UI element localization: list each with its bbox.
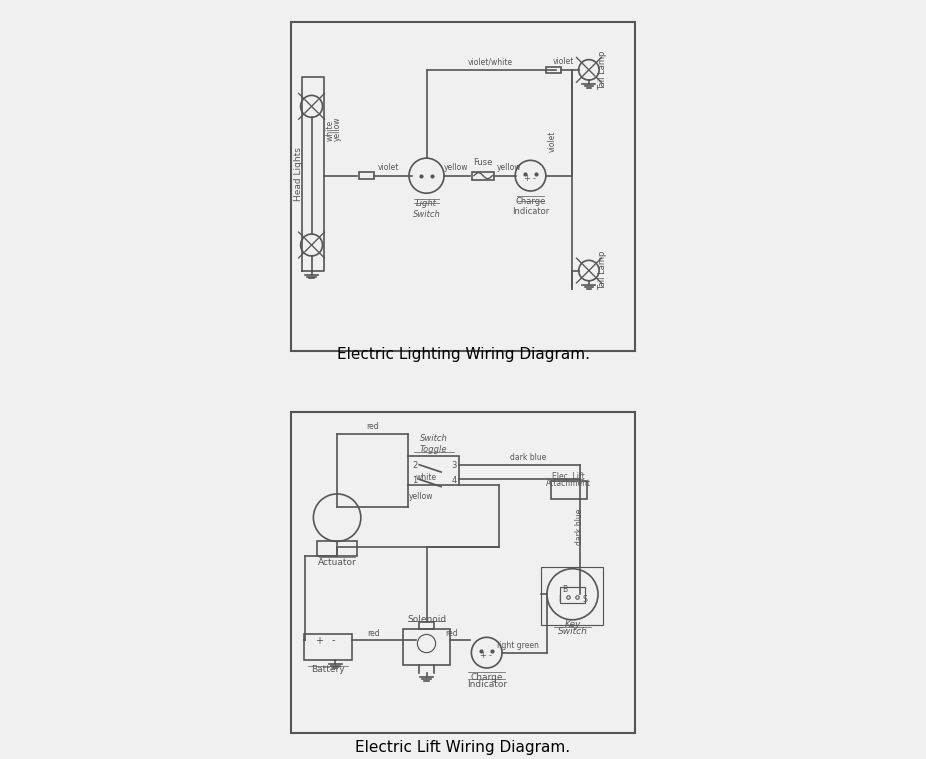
Text: red: red xyxy=(367,422,379,431)
Text: Tail Lamp: Tail Lamp xyxy=(598,251,607,290)
Text: -: - xyxy=(332,635,335,646)
Text: Charge: Charge xyxy=(470,672,503,682)
Text: -: - xyxy=(489,651,492,660)
Text: Battery: Battery xyxy=(311,666,344,675)
Text: Elec. Lift: Elec. Lift xyxy=(553,472,585,481)
Bar xyxy=(408,455,459,485)
Text: Charge
Indicator: Charge Indicator xyxy=(512,197,549,216)
Text: Electric Lift Wiring Diagram.: Electric Lift Wiring Diagram. xyxy=(356,740,570,755)
Text: Head Lights: Head Lights xyxy=(294,147,304,201)
Text: white: white xyxy=(416,474,437,483)
Text: 3: 3 xyxy=(451,461,457,471)
Text: light green: light green xyxy=(497,641,539,650)
Text: yellow: yellow xyxy=(332,117,342,141)
Text: white: white xyxy=(325,120,334,141)
Bar xyxy=(317,541,357,556)
Bar xyxy=(419,622,433,629)
Text: Toggle: Toggle xyxy=(420,445,447,454)
Text: B: B xyxy=(563,585,568,594)
Bar xyxy=(542,567,604,625)
Bar xyxy=(472,172,494,180)
Text: 2: 2 xyxy=(412,461,417,471)
Text: violet/white: violet/white xyxy=(468,58,513,66)
Text: Switch: Switch xyxy=(557,628,587,636)
Text: yellow: yellow xyxy=(444,163,468,172)
Text: 4: 4 xyxy=(451,476,457,485)
Text: -: - xyxy=(532,174,535,183)
Text: +: + xyxy=(480,651,486,660)
Text: red: red xyxy=(445,629,458,638)
Text: +: + xyxy=(315,635,323,646)
Text: Indicator: Indicator xyxy=(467,680,507,689)
Text: S: S xyxy=(582,594,588,603)
Text: Actuator: Actuator xyxy=(318,558,357,567)
Text: Fuse: Fuse xyxy=(473,159,493,168)
Text: violet: violet xyxy=(548,131,557,152)
Text: +: + xyxy=(523,174,531,183)
Text: yellow: yellow xyxy=(408,493,433,502)
Text: Key: Key xyxy=(564,620,581,629)
Text: Switch: Switch xyxy=(419,434,447,443)
Bar xyxy=(403,629,450,666)
Text: I: I xyxy=(558,594,561,603)
Text: dark blue: dark blue xyxy=(575,509,584,545)
Text: yellow: yellow xyxy=(496,163,520,172)
Text: Attachment: Attachment xyxy=(546,478,592,487)
Text: violet: violet xyxy=(378,163,399,172)
Bar xyxy=(359,172,373,179)
Bar xyxy=(305,635,352,660)
Bar xyxy=(292,412,634,733)
Text: Tail Lamp: Tail Lamp xyxy=(598,50,607,90)
Text: 1: 1 xyxy=(412,476,417,485)
Text: red: red xyxy=(368,629,380,638)
Bar xyxy=(546,67,561,73)
Bar xyxy=(559,587,585,603)
Text: dark blue: dark blue xyxy=(510,453,547,462)
Text: Electric Lighting Wiring Diagram.: Electric Lighting Wiring Diagram. xyxy=(336,347,590,362)
Text: Solenoid: Solenoid xyxy=(407,615,446,624)
Text: violet: violet xyxy=(553,58,574,66)
Text: Light
Switch: Light Switch xyxy=(413,200,441,219)
Bar xyxy=(551,481,587,499)
